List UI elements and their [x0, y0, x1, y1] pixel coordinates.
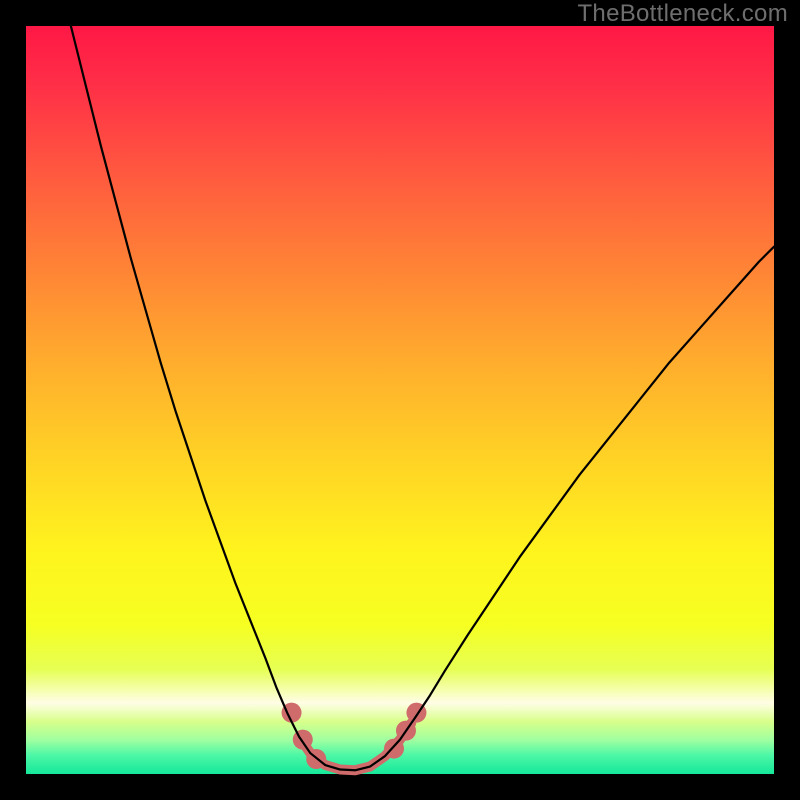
watermark-text: TheBottleneck.com	[577, 0, 788, 28]
curve-highlight-dot	[384, 739, 404, 759]
curve-highlight-dot	[293, 730, 313, 750]
bottleneck-chart	[0, 0, 800, 800]
chart-background-gradient	[26, 26, 774, 774]
